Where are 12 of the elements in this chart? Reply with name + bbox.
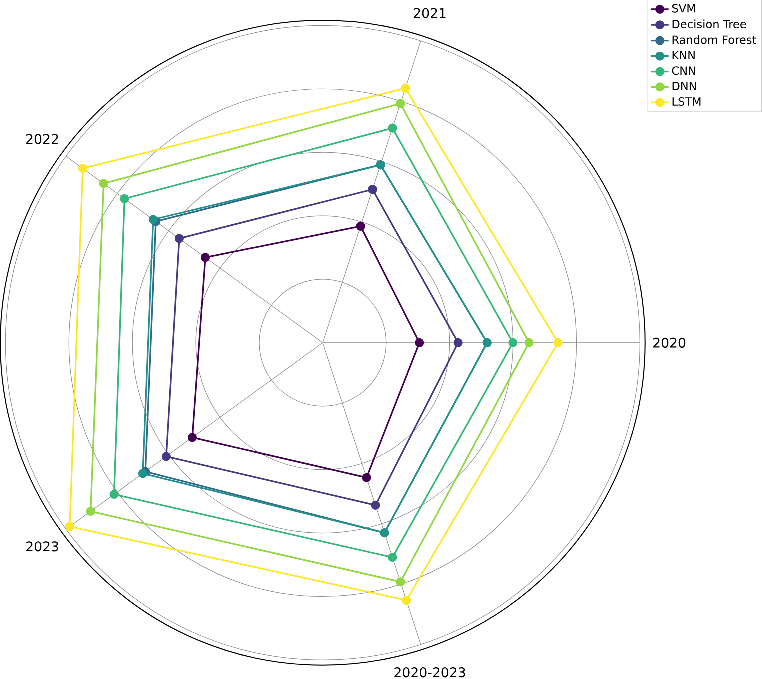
legend-label: CNN bbox=[672, 66, 696, 76]
legend-label: SVM bbox=[672, 4, 696, 14]
legend-label: Random Forest bbox=[672, 36, 756, 44]
spoke-label: 2021 bbox=[414, 8, 446, 19]
spoke-label: 2020 bbox=[654, 338, 686, 348]
spoke-label: 2020-2023 bbox=[394, 668, 466, 678]
legend-label: DNN bbox=[672, 82, 696, 90]
legend-label: LSTM bbox=[672, 98, 701, 106]
legend-label: KNN bbox=[672, 51, 695, 60]
legend-label: Decision Tree bbox=[672, 20, 746, 29]
spoke-label: 2022 bbox=[26, 134, 58, 144]
spoke-label: 2023 bbox=[26, 542, 58, 552]
